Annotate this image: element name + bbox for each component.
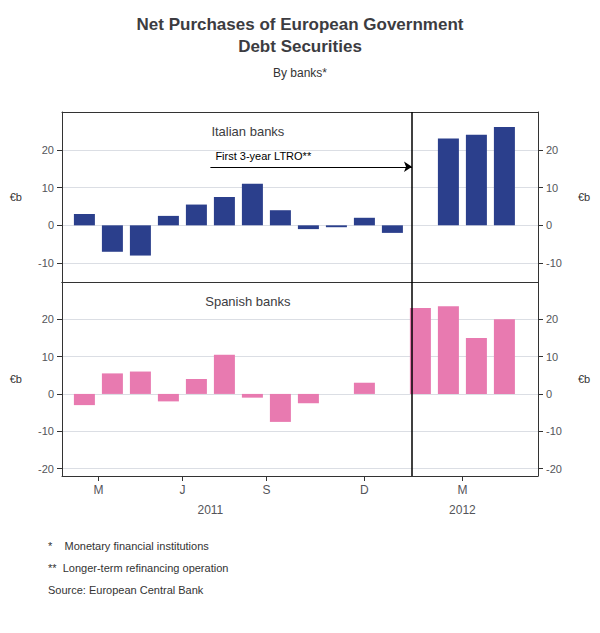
svg-text:** Longer-term refinancing op: ** Longer-term refinancing operation <box>48 562 228 574</box>
svg-text:Italian banks: Italian banks <box>211 124 284 139</box>
svg-text:20: 20 <box>546 313 558 325</box>
svg-text:-10: -10 <box>38 425 54 437</box>
svg-text:First 3-year LTRO**: First 3-year LTRO** <box>215 150 311 162</box>
svg-text:Source: European Central Bank: Source: European Central Bank <box>48 584 204 596</box>
svg-text:Debt Securities: Debt Securities <box>238 37 362 56</box>
svg-text:2012: 2012 <box>449 503 476 517</box>
svg-text:20: 20 <box>546 144 558 156</box>
svg-text:10: 10 <box>546 351 558 363</box>
svg-text:20: 20 <box>42 313 54 325</box>
svg-text:-10: -10 <box>546 425 562 437</box>
svg-text:2011: 2011 <box>197 503 223 517</box>
svg-text:0: 0 <box>546 388 552 400</box>
svg-text:S: S <box>262 483 270 497</box>
svg-text:M: M <box>93 483 103 497</box>
svg-text:J: J <box>179 483 185 497</box>
svg-text:* Monetary financial instit: * Monetary financial institutions <box>48 540 209 552</box>
svg-text:20: 20 <box>42 144 54 156</box>
svg-text:€b: €b <box>10 373 22 385</box>
svg-text:0: 0 <box>546 219 552 231</box>
svg-text:0: 0 <box>48 388 54 400</box>
svg-text:€b: €b <box>578 373 590 385</box>
svg-text:€b: €b <box>10 191 22 203</box>
svg-text:-20: -20 <box>546 463 562 475</box>
svg-text:10: 10 <box>42 182 54 194</box>
svg-text:0: 0 <box>48 219 54 231</box>
svg-text:-20: -20 <box>38 463 54 475</box>
svg-text:D: D <box>360 483 369 497</box>
svg-text:10: 10 <box>42 351 54 363</box>
svg-text:M: M <box>457 483 467 497</box>
svg-text:-10: -10 <box>38 257 54 269</box>
svg-text:By banks*: By banks* <box>273 66 327 80</box>
svg-text:Net Purchases of European Gove: Net Purchases of European Government <box>137 15 464 34</box>
svg-text:Spanish banks: Spanish banks <box>205 294 291 309</box>
svg-text:-10: -10 <box>546 257 562 269</box>
svg-text:€b: €b <box>578 191 590 203</box>
svg-text:10: 10 <box>546 182 558 194</box>
